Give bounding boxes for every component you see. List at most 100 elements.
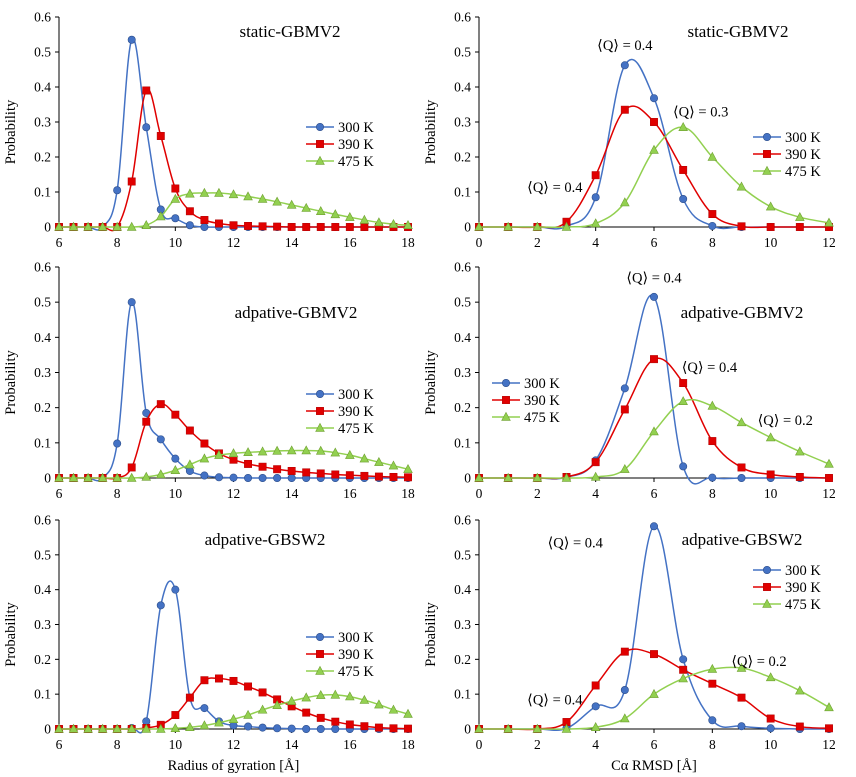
data-point <box>316 223 325 231</box>
data-point <box>127 298 136 307</box>
y-tick-label: 0.5 <box>34 45 51 60</box>
data-point <box>345 471 354 480</box>
data-point <box>54 472 64 482</box>
data-point <box>679 655 688 664</box>
data-point <box>273 222 282 231</box>
legend-label: 300 K <box>785 130 821 146</box>
data-point <box>113 439 122 448</box>
y-tick-label: 0.3 <box>454 617 471 632</box>
x-tick-label: 12 <box>822 737 836 752</box>
data-point <box>257 193 268 203</box>
data-point <box>142 86 151 95</box>
chart-panel-1: 0 0.1 0.2 0.3 0.4 0.5 0.6 6 8 10 12 14 16 18 Probabili… <box>3 10 415 251</box>
legend-label: 390 K <box>338 647 374 663</box>
data-point <box>243 447 253 457</box>
data-point <box>83 221 93 231</box>
data-point <box>156 400 165 409</box>
data-point <box>156 601 165 610</box>
data-point <box>707 663 718 673</box>
data-point <box>272 700 282 710</box>
data-point <box>388 218 399 228</box>
data-point <box>374 456 384 466</box>
data-point <box>403 708 413 718</box>
data-point <box>561 472 572 482</box>
chart-title: static-GBMV2 <box>239 22 340 41</box>
data-point <box>824 217 834 227</box>
data-point <box>825 474 833 482</box>
data-point <box>824 458 834 468</box>
legend-label: 475 K <box>785 597 821 613</box>
annotation: ⟨Q⟩ = 0.4 <box>626 271 682 287</box>
y-tick-label: 0.1 <box>34 435 51 450</box>
data-point <box>620 105 629 114</box>
data-point <box>765 672 776 682</box>
data-point <box>97 221 108 231</box>
y-tick-label: 0.6 <box>34 513 51 528</box>
y-tick-label: 0.4 <box>454 330 471 345</box>
data-point <box>141 723 152 733</box>
data-point <box>316 469 325 478</box>
annotation: ⟨Q⟩ = 0.2 <box>731 654 786 670</box>
x-tick-label: 2 <box>534 737 541 752</box>
x-tick-label: 6 <box>56 737 63 752</box>
x-tick-label: 14 <box>285 235 299 250</box>
data-point <box>244 459 252 468</box>
data-point <box>155 211 166 221</box>
data-point <box>359 694 370 704</box>
data-point <box>170 723 181 733</box>
legend-marker <box>763 150 771 158</box>
data-point <box>243 709 253 719</box>
legend-marker <box>762 165 772 175</box>
data-point <box>766 714 775 723</box>
x-tick-label: 0 <box>476 737 483 752</box>
data-point <box>679 665 688 674</box>
data-point <box>156 132 165 140</box>
data-point <box>649 292 658 301</box>
legend-label: 300 K <box>338 120 374 136</box>
data-point <box>403 220 413 229</box>
data-point <box>708 437 717 446</box>
annotation: ⟨Q⟩ = 0.4 <box>527 180 583 196</box>
data-point <box>737 722 746 731</box>
data-point <box>766 470 775 479</box>
x-tick-label: 18 <box>401 235 415 250</box>
data-point <box>229 473 238 482</box>
data-point <box>360 722 369 731</box>
chart-title: adpative-GBSW2 <box>682 530 803 549</box>
data-point <box>97 723 108 733</box>
data-point <box>286 445 297 455</box>
y-tick-label: 0 <box>44 471 51 486</box>
data-point <box>374 217 384 227</box>
data-point <box>650 355 658 364</box>
x-tick-label: 6 <box>651 235 658 250</box>
data-point <box>708 221 717 230</box>
data-point <box>590 218 601 228</box>
data-point <box>345 211 355 221</box>
x-tick-label: 14 <box>285 486 299 501</box>
data-point <box>315 445 326 455</box>
data-point <box>708 473 717 482</box>
data-point <box>765 432 776 442</box>
x-tick-label: 8 <box>114 235 121 250</box>
data-point <box>737 693 746 702</box>
y-tick-label: 0.6 <box>454 513 471 528</box>
data-point <box>359 453 370 463</box>
data-point <box>532 472 543 482</box>
data-point <box>315 206 326 215</box>
y-tick-label: 0.2 <box>454 400 471 415</box>
data-point <box>591 193 600 202</box>
series-475-k <box>474 396 834 482</box>
y-tick-label: 0 <box>44 220 51 235</box>
chart-title: adpative-GBMV2 <box>235 303 358 322</box>
data-point <box>127 177 136 186</box>
series-475-k <box>474 122 834 231</box>
data-point <box>302 724 311 733</box>
data-point <box>503 221 513 231</box>
data-point <box>561 723 572 733</box>
data-point <box>315 689 326 699</box>
data-point <box>200 216 209 224</box>
data-point <box>591 681 600 690</box>
data-point <box>228 448 239 458</box>
